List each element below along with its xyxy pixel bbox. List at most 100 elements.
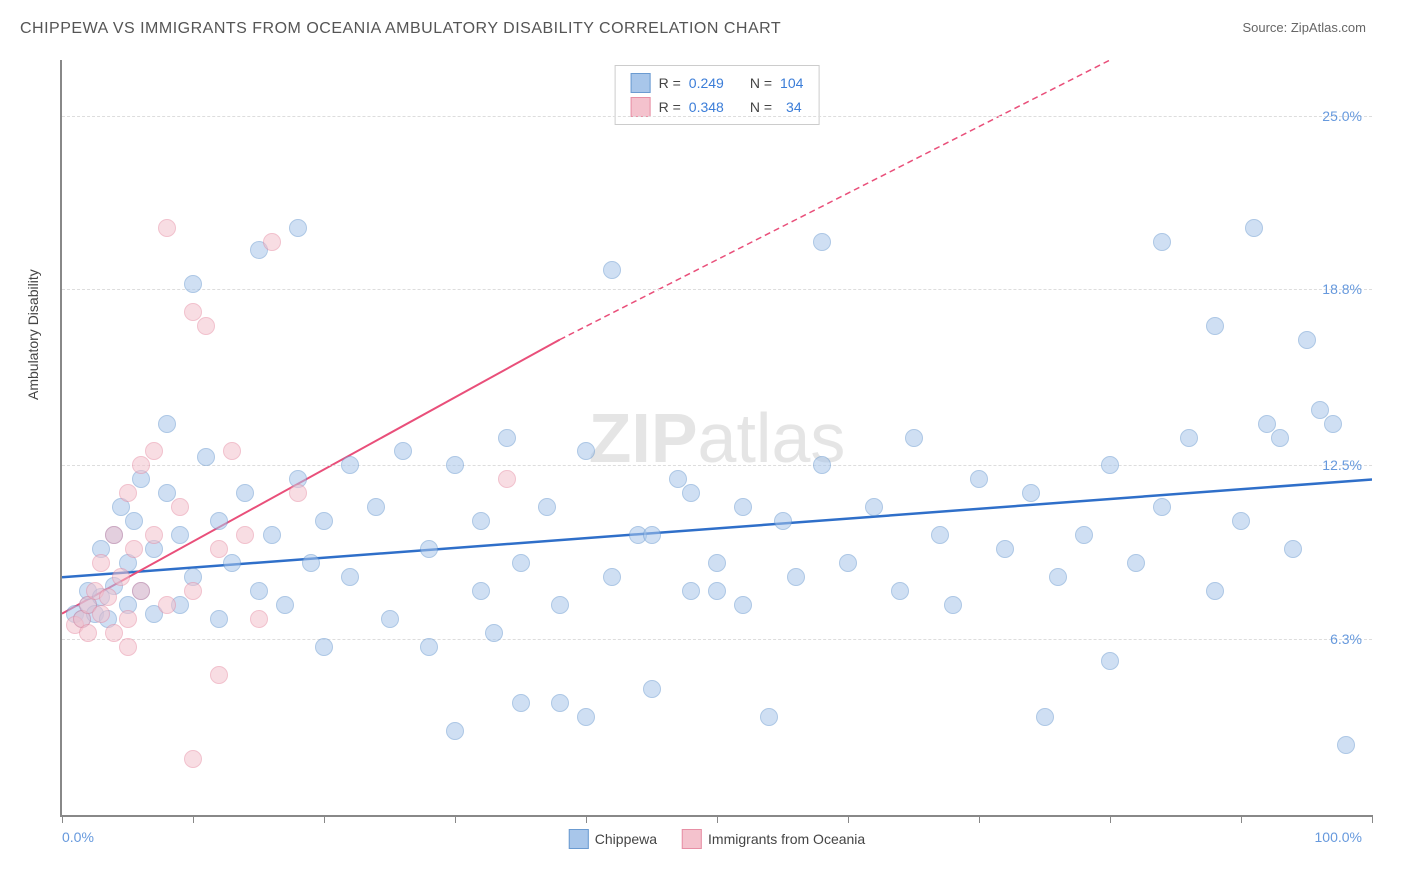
gridline	[62, 465, 1372, 466]
x-tick	[324, 815, 325, 823]
n-label: N =	[750, 71, 772, 95]
scatter-point	[158, 219, 176, 237]
scatter-point	[92, 554, 110, 572]
y-tick-label: 6.3%	[1330, 631, 1362, 647]
scatter-point	[132, 582, 150, 600]
x-tick	[193, 815, 194, 823]
scatter-point	[498, 429, 516, 447]
scatter-point	[341, 456, 359, 474]
x-tick	[979, 815, 980, 823]
scatter-point	[223, 554, 241, 572]
scatter-point	[708, 554, 726, 572]
scatter-point	[1337, 736, 1355, 754]
legend-row-chippewa: R = 0.249 N = 104	[631, 71, 804, 95]
chart-container: CHIPPEWA VS IMMIGRANTS FROM OCEANIA AMBU…	[0, 0, 1406, 892]
scatter-point	[263, 526, 281, 544]
scatter-point	[551, 694, 569, 712]
scatter-point	[1049, 568, 1067, 586]
scatter-point	[315, 512, 333, 530]
swatch-chippewa-bottom	[569, 829, 589, 849]
y-tick-label: 12.5%	[1322, 457, 1362, 473]
scatter-point	[1206, 317, 1224, 335]
scatter-point	[119, 638, 137, 656]
scatter-point	[1153, 233, 1171, 251]
scatter-point	[970, 470, 988, 488]
scatter-point	[289, 484, 307, 502]
swatch-oceania	[631, 97, 651, 117]
x-tick	[1110, 815, 1111, 823]
scatter-point	[197, 317, 215, 335]
scatter-point	[760, 708, 778, 726]
n-value-chippewa: 104	[780, 71, 803, 95]
scatter-point	[813, 456, 831, 474]
scatter-point	[197, 448, 215, 466]
scatter-point	[551, 596, 569, 614]
r-value-chippewa: 0.249	[689, 71, 724, 95]
scatter-point	[250, 582, 268, 600]
scatter-point	[210, 512, 228, 530]
scatter-point	[125, 512, 143, 530]
chart-plot-area: ZIPatlas R = 0.249 N = 104 R = 0.348 N =…	[60, 60, 1372, 817]
scatter-point	[931, 526, 949, 544]
scatter-point	[905, 429, 923, 447]
scatter-point	[839, 554, 857, 572]
scatter-point	[577, 708, 595, 726]
scatter-point	[1206, 582, 1224, 600]
scatter-point	[420, 540, 438, 558]
gridline	[62, 116, 1372, 117]
chart-title: CHIPPEWA VS IMMIGRANTS FROM OCEANIA AMBU…	[20, 20, 781, 38]
swatch-oceania-bottom	[682, 829, 702, 849]
scatter-point	[184, 275, 202, 293]
scatter-point	[105, 526, 123, 544]
scatter-point	[79, 624, 97, 642]
scatter-point	[774, 512, 792, 530]
legend-item-chippewa: Chippewa	[569, 829, 657, 849]
scatter-point	[99, 588, 117, 606]
scatter-point	[682, 582, 700, 600]
scatter-point	[1101, 456, 1119, 474]
y-axis-label: Ambulatory Disability	[25, 269, 41, 400]
scatter-point	[381, 610, 399, 628]
scatter-point	[787, 568, 805, 586]
scatter-point	[210, 610, 228, 628]
x-tick	[455, 815, 456, 823]
legend-label-chippewa: Chippewa	[595, 831, 657, 847]
scatter-point	[1101, 652, 1119, 670]
scatter-point	[1284, 540, 1302, 558]
scatter-point	[132, 456, 150, 474]
scatter-point	[92, 605, 110, 623]
x-tick	[586, 815, 587, 823]
scatter-point	[708, 582, 726, 600]
x-tick	[62, 815, 63, 823]
scatter-point	[394, 442, 412, 460]
scatter-point	[341, 568, 359, 586]
source-name: ZipAtlas.com	[1291, 20, 1366, 35]
scatter-point	[236, 526, 254, 544]
scatter-point	[119, 610, 137, 628]
scatter-point	[302, 554, 320, 572]
x-tick	[1372, 815, 1373, 823]
source-prefix: Source:	[1242, 20, 1290, 35]
scatter-point	[223, 442, 241, 460]
scatter-point	[276, 596, 294, 614]
x-tick	[1241, 815, 1242, 823]
scatter-point	[891, 582, 909, 600]
x-tick	[717, 815, 718, 823]
scatter-point	[577, 442, 595, 460]
x-axis-min-label: 0.0%	[62, 829, 94, 845]
scatter-point	[1271, 429, 1289, 447]
scatter-point	[119, 484, 137, 502]
scatter-point	[1324, 415, 1342, 433]
r-label: R =	[659, 71, 681, 95]
scatter-point	[158, 596, 176, 614]
scatter-point	[145, 526, 163, 544]
scatter-point	[145, 442, 163, 460]
scatter-point	[944, 596, 962, 614]
scatter-point	[420, 638, 438, 656]
scatter-point	[813, 233, 831, 251]
scatter-point	[1153, 498, 1171, 516]
scatter-point	[603, 261, 621, 279]
scatter-point	[485, 624, 503, 642]
scatter-point	[1245, 219, 1263, 237]
scatter-point	[446, 456, 464, 474]
